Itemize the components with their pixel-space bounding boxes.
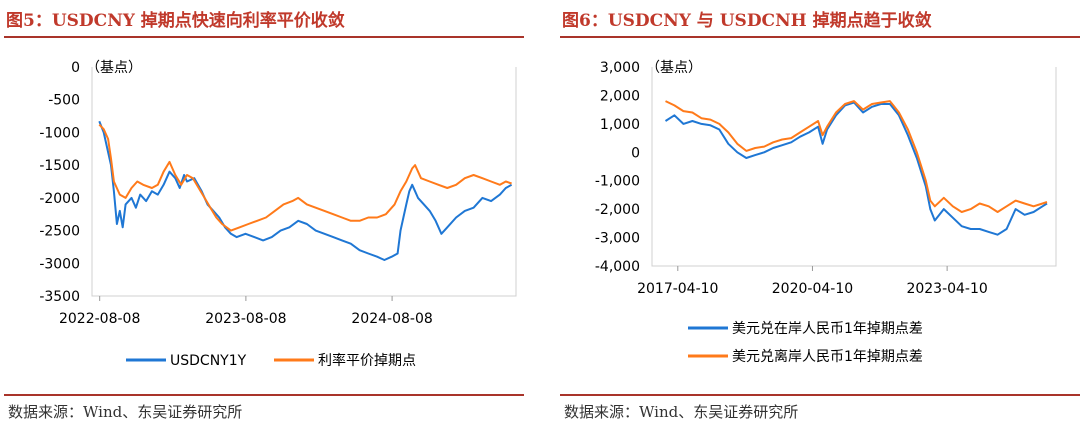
y-tick-label: 1,000 xyxy=(600,117,640,133)
y-tick-label: -1000 xyxy=(39,125,80,141)
y-tick-label: -4,000 xyxy=(595,259,640,275)
y-tick-label: 3,000 xyxy=(600,60,640,76)
series-line-2 xyxy=(665,100,1048,213)
series-line-2 xyxy=(98,123,512,232)
data-source-note: 数据来源：Wind、东吴证券研究所 xyxy=(564,403,799,421)
title-divider xyxy=(560,36,1080,38)
y-tick-label: -3500 xyxy=(39,289,80,305)
series-line-1 xyxy=(98,120,513,261)
chart-title: 图5：USDCNY 掉期点快速向利率平价收敛 xyxy=(6,11,345,31)
x-tick-label: 2020-04-10 xyxy=(772,281,853,297)
y-tick-label: -1500 xyxy=(39,158,80,174)
legend-label: USDCNY1Y xyxy=(170,353,247,369)
y-tick-label: -500 xyxy=(48,93,80,109)
y-tick-label: -2000 xyxy=(39,191,80,207)
legend-label: 美元兑在岸人民币1年掉期点差 xyxy=(732,321,923,337)
y-tick-label: 2,000 xyxy=(600,88,640,104)
chart-title: 图6：USDCNY 与 USDCNH 掉期点趋于收敛 xyxy=(562,11,932,31)
data-source-note: 数据来源：Wind、东吴证券研究所 xyxy=(8,403,243,421)
x-tick-label: 2017-04-10 xyxy=(637,281,718,297)
y-tick-label: -3,000 xyxy=(595,231,640,247)
x-tick-label: 2024-08-08 xyxy=(351,311,432,327)
source-divider xyxy=(560,394,1080,396)
plot-frame xyxy=(651,67,1057,267)
plot-frame xyxy=(91,67,517,297)
chart-panel-right: 图6：USDCNY 与 USDCNH 掉期点趋于收敛 3,000 2,000 1,0… xyxy=(556,0,1080,436)
chart-panel-left: 图5：USDCNY 掉期点快速向利率平价收敛 0 -500 -1000 -1500 -2… xyxy=(0,0,524,436)
line-chart-cny-cnh-swap: 3,000 2,000 1,000 0 -1,000 -2,000 -3,000 -4,000… xyxy=(595,59,1057,365)
y-unit-label: （基点） xyxy=(646,59,702,76)
source-divider xyxy=(4,394,524,396)
y-tick-label: -2,000 xyxy=(595,202,640,218)
x-tick-label: 2022-08-08 xyxy=(59,311,140,327)
y-unit-label: （基点） xyxy=(86,59,142,76)
y-tick-label: -3000 xyxy=(39,256,80,272)
legend-label: 美元兑离岸人民币1年掉期点差 xyxy=(732,348,923,365)
x-tick-label: 2023-04-10 xyxy=(906,281,987,297)
line-chart-usdcny-swap: 0 -500 -1000 -1500 -2000 -2500 -3000 -3500 （基点） 2… xyxy=(39,59,517,369)
y-tick-label: 0 xyxy=(71,60,80,76)
y-tick-label: -1,000 xyxy=(595,174,640,190)
y-tick-label: 0 xyxy=(631,145,640,161)
title-divider xyxy=(4,36,524,38)
legend-label: 利率平价掉期点 xyxy=(318,352,416,369)
x-tick-label: 2023-08-08 xyxy=(205,311,286,327)
y-tick-label: -2500 xyxy=(39,224,80,240)
series-line-1 xyxy=(664,101,1048,236)
